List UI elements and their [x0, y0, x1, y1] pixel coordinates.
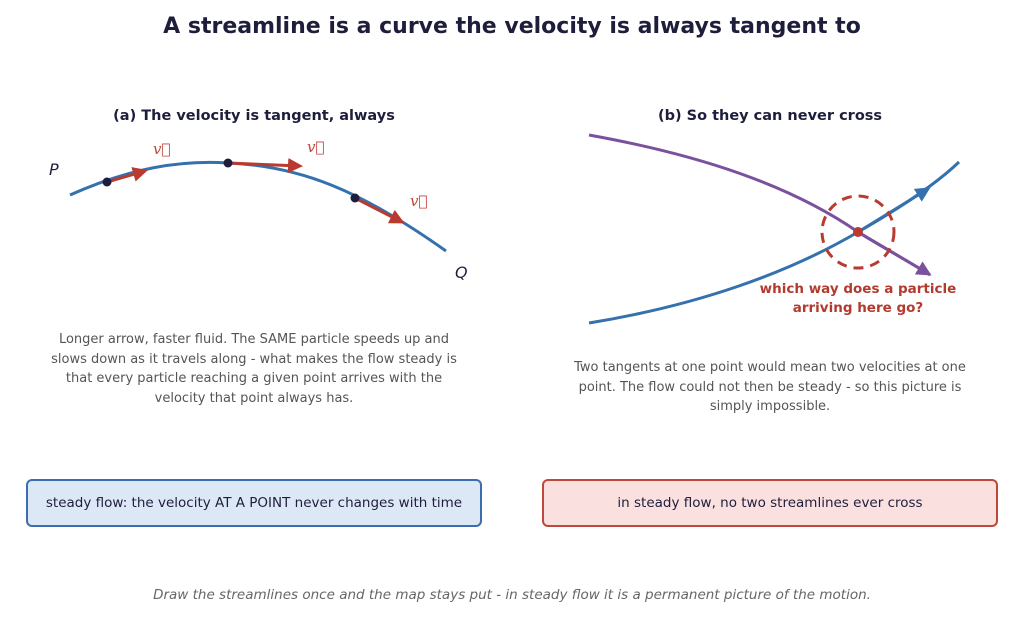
- crossing-point: [853, 227, 863, 237]
- point-q-label: Q: [455, 263, 468, 282]
- purple-tangent-arrow: [857, 230, 932, 276]
- velocity-label-1: v⃗: [153, 140, 170, 158]
- point-3: [350, 193, 360, 203]
- panel-b-caption: Two tangents at one point would mean two…: [574, 360, 966, 414]
- velocity-label-2: v⃗: [307, 138, 324, 156]
- panel-b-title: (b) So they can never cross: [657, 108, 883, 124]
- point-1: [102, 177, 112, 187]
- footer-note: Draw the streamlines once and the map st…: [153, 587, 871, 603]
- blue-tangent-arrow: [857, 187, 931, 234]
- summary-text-b: in steady flow, no two streamlines ever …: [617, 495, 923, 511]
- velocity-arrow-2: [227, 158, 303, 173]
- point-2: [223, 158, 233, 168]
- point-p-label: P: [49, 160, 59, 179]
- panel-a-title: (a) The velocity is tangent, always: [113, 108, 395, 124]
- velocity-arrow-3: [354, 196, 405, 224]
- velocity-label-3: v⃗: [410, 192, 427, 210]
- summary-box-a: steady flow: the velocity AT A POINT nev…: [26, 479, 482, 527]
- streamline-purple: [588, 133, 931, 277]
- velocity-arrow-1: [106, 167, 148, 184]
- summary-text-a: steady flow: the velocity AT A POINT nev…: [45, 495, 463, 511]
- panel-a-caption: Longer arrow, faster fluid. The SAME par…: [51, 332, 457, 406]
- question-label: which way does a particle arriving here …: [759, 281, 957, 316]
- page-title: A streamline is a curve the velocity is …: [163, 14, 861, 39]
- summary-box-b: in steady flow, no two streamlines ever …: [542, 479, 998, 527]
- crossing-highlight: [820, 194, 896, 270]
